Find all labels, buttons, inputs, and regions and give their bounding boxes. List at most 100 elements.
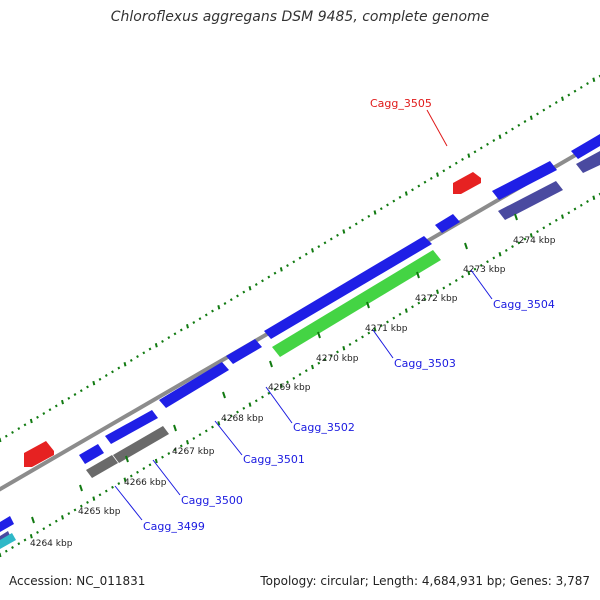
outer-track-dot (411, 188, 414, 192)
inner-track-dot (17, 542, 21, 546)
feature-fwd-5[interactable] (264, 236, 432, 339)
outer-track-dot (217, 305, 221, 310)
outer-track-dot (554, 101, 558, 104)
label-cagg-3503[interactable]: Cagg_3503 (394, 357, 456, 370)
label-cagg-3502[interactable]: Cagg_3502 (293, 421, 355, 434)
inner-track-dot (273, 388, 277, 391)
inner-track-dot (473, 267, 477, 271)
outer-track-dot (236, 294, 239, 298)
inner-track-dot (304, 369, 308, 373)
feature-fwd-8[interactable] (571, 134, 600, 159)
leader-cagg-3505 (426, 109, 448, 147)
outer-dot-track (0, 74, 600, 443)
inner-track-dot (161, 455, 164, 459)
outer-track-dot (486, 142, 489, 146)
outer-track-dot (61, 399, 64, 405)
label-cagg-3505[interactable]: Cagg_3505 (370, 97, 432, 110)
inner-track-dot (404, 308, 408, 313)
feature-fwd-1[interactable] (79, 444, 104, 464)
outer-track-dot (504, 131, 508, 135)
outer-track-dot (98, 377, 102, 381)
scale-tick-mark (269, 360, 273, 368)
inner-track-dot (336, 350, 339, 354)
outer-track-dot (136, 355, 139, 359)
feature-fwd-2[interactable] (105, 410, 158, 444)
label-cagg-3504[interactable]: Cagg_3504 (493, 298, 555, 311)
feature-other-1[interactable] (24, 441, 54, 467)
outer-track-dot (186, 324, 189, 329)
inner-track-dot (173, 448, 177, 452)
inner-track-dot (236, 410, 239, 414)
scale-tick-mark (317, 331, 321, 339)
inner-track-dot (417, 301, 421, 305)
inner-track-dot (248, 402, 252, 407)
outer-track-dot (292, 260, 296, 264)
outer-track-dot (386, 203, 389, 207)
outer-track-dot (148, 347, 152, 351)
feature-fwd-7[interactable] (492, 161, 557, 200)
outer-track-dot (4, 434, 8, 438)
scale-tick-mark (416, 271, 420, 279)
feature-fwd-edge[interactable] (0, 516, 14, 532)
inner-track-dot (223, 418, 227, 422)
outer-track-dot (586, 82, 589, 86)
inner-track-dot (267, 391, 271, 395)
feature-fwd-4[interactable] (226, 339, 262, 364)
outer-track-dot (192, 321, 196, 324)
inner-track-dot (467, 270, 471, 276)
outer-track-dot (92, 380, 96, 386)
outer-track-dot (73, 393, 77, 396)
genome-summary: Topology: circular; Length: 4,684,931 bp… (260, 574, 590, 588)
scale-tick-label: 4273 kbp (463, 265, 506, 275)
inner-track-dot (542, 226, 546, 230)
feature-fwd-6[interactable] (435, 214, 460, 233)
feature-fwd-3[interactable] (159, 362, 229, 408)
outer-track-dot (23, 423, 27, 427)
inner-track-dot (136, 470, 139, 474)
feature-cyan-edge[interactable] (0, 533, 16, 549)
outer-track-dot (298, 256, 302, 260)
feature-rna-2[interactable] (113, 426, 169, 463)
inner-track-dot (73, 508, 77, 512)
inner-track-dot (104, 489, 108, 493)
outer-track-dot (223, 302, 227, 305)
accession-label: Accession: NC_011831 (9, 574, 146, 588)
inner-track-dot (129, 474, 133, 478)
outer-track-dot (242, 290, 246, 294)
scale-tick-label: 4271 kbp (365, 324, 408, 334)
inner-track-dot (548, 222, 552, 226)
outer-track-dot (286, 264, 289, 268)
label-cagg-3499[interactable]: Cagg_3499 (143, 520, 205, 533)
inner-track-dot (204, 429, 208, 433)
scale-tick-label: 4270 kbp (316, 354, 359, 364)
feature-rev-1[interactable] (498, 181, 563, 220)
outer-track-dot (442, 169, 446, 173)
inner-track-dot (511, 245, 514, 249)
feature-rev-2[interactable] (576, 151, 600, 173)
inner-track-dot (392, 316, 396, 320)
outer-track-dot (461, 157, 464, 161)
inner-track-dot (329, 354, 333, 358)
label-leaders (114, 109, 493, 521)
inner-track-dot (529, 233, 533, 238)
inner-track-dot (167, 452, 171, 455)
outer-track-dot (229, 298, 233, 302)
label-cagg-3500[interactable]: Cagg_3500 (181, 494, 243, 507)
feature-cagg-3505[interactable] (453, 172, 481, 194)
outer-track-dot (11, 430, 14, 434)
inner-track-dot (523, 237, 527, 241)
inner-track-dot (486, 260, 489, 264)
feature-cagg-3503-highlight[interactable] (272, 250, 441, 357)
outer-track-dot (254, 283, 258, 286)
scale-ticks: 4264 kbp 4265 kbp 4266 kbp 4267 kbp 4268 kbp… (30, 213, 556, 549)
inner-track-dot (367, 331, 371, 335)
feature-rna-1[interactable] (86, 455, 118, 478)
inner-track-dot (192, 436, 196, 440)
inner-track-dot (554, 218, 558, 222)
inner-track-dot (292, 376, 296, 380)
label-cagg-3501[interactable]: Cagg_3501 (243, 453, 305, 466)
inner-track-dot (148, 463, 152, 467)
outer-track-dot (104, 374, 108, 377)
